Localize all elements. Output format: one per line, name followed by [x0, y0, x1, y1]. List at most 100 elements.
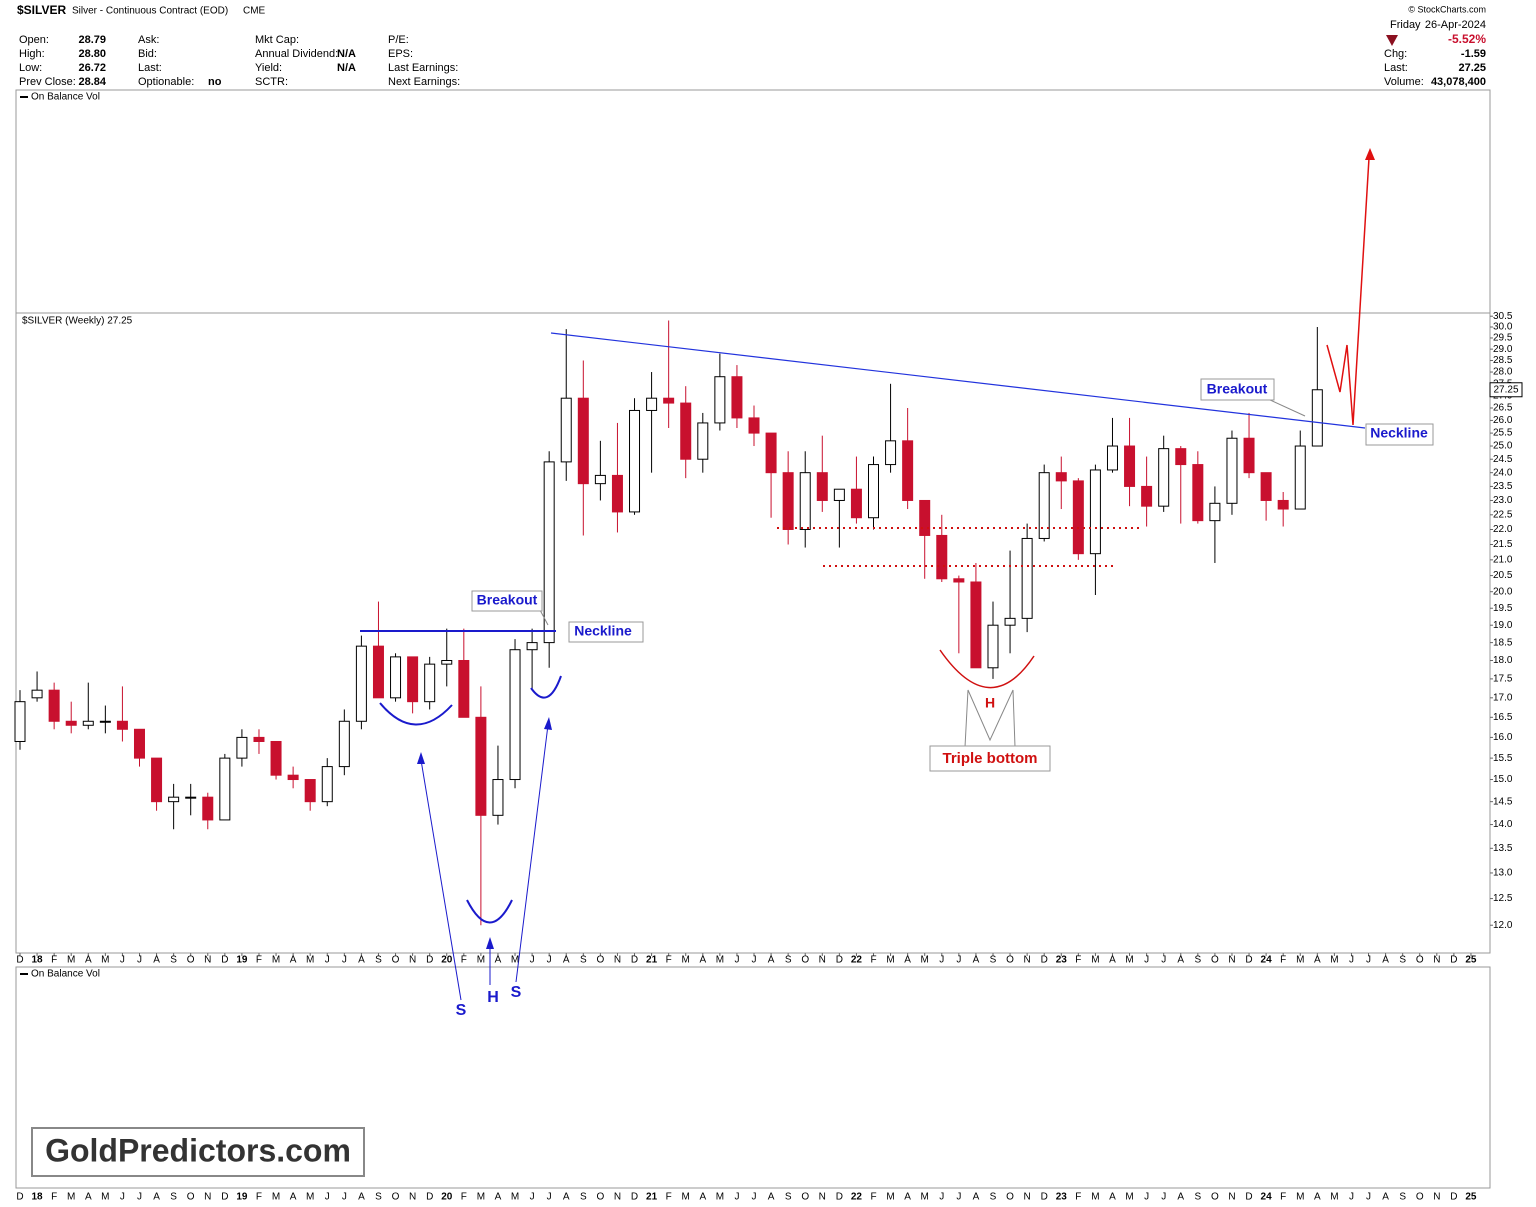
x-tick-label: A — [1382, 1192, 1389, 1203]
x-tick-label: A — [290, 955, 297, 966]
indicator-label: On Balance Vol — [31, 92, 100, 103]
arrow — [420, 759, 462, 1001]
x-tick-label: J — [734, 955, 739, 966]
x-tick-label: F — [666, 1192, 672, 1203]
x-tick-label: N — [1433, 1192, 1440, 1203]
arrow — [515, 724, 549, 983]
bottom-arc — [939, 649, 1035, 689]
neckline-label: Neckline — [1370, 425, 1428, 441]
down-triangle — [1386, 35, 1398, 46]
y-tick-label: 15.5 — [1493, 753, 1513, 764]
candle-body — [1226, 437, 1238, 504]
y-tick-label: 12.0 — [1493, 920, 1513, 931]
y-tick-label: 17.5 — [1493, 674, 1513, 685]
candle-body — [31, 689, 43, 699]
candles — [14, 320, 1323, 926]
y-tick-label: 15.0 — [1493, 774, 1513, 785]
x-tick-label: O — [801, 1192, 809, 1203]
x-tick-label: S — [580, 955, 587, 966]
shoulder-label: S — [456, 1002, 467, 1019]
candle-body — [714, 376, 726, 424]
x-tick-label: O — [392, 1192, 400, 1203]
x-tick-label: 20 — [441, 1192, 453, 1203]
arrow-head — [417, 752, 425, 764]
candle-body — [236, 736, 248, 759]
x-tick-label: A — [1177, 1192, 1184, 1203]
candle-body — [1021, 537, 1033, 619]
x-tick-label: M — [921, 955, 929, 966]
x-tick-label: S — [1194, 1192, 1201, 1203]
candle-body — [492, 779, 504, 816]
info-value: no — [208, 76, 222, 88]
x-tick-label: O — [1211, 1192, 1219, 1203]
x-tick-label: F — [51, 1192, 57, 1203]
x-tick-label: A — [153, 1192, 160, 1203]
quote-value: 28.80 — [78, 48, 106, 60]
y-tick-label: 13.0 — [1493, 868, 1513, 879]
x-tick-label: A — [768, 1192, 775, 1203]
x-tick-label: D — [1450, 1192, 1457, 1203]
y-tick-label: 26.5 — [1493, 403, 1513, 414]
x-tick-label: J — [547, 1192, 552, 1203]
x-tick-label: M — [477, 1192, 485, 1203]
y-tick-label: 30.5 — [1493, 311, 1513, 322]
info-label: Last Earnings: — [388, 62, 458, 74]
x-tick-label: J — [530, 1192, 535, 1203]
y-tick-label: 19.5 — [1493, 603, 1513, 614]
candle-body — [185, 796, 197, 799]
x-tick-label: J — [137, 955, 142, 966]
x-tick-label: J — [1349, 955, 1354, 966]
x-tick-label: J — [1144, 1192, 1149, 1203]
quote-label: Low: — [19, 62, 42, 74]
candle-body — [970, 581, 982, 669]
y-tick-label: 14.5 — [1493, 796, 1513, 807]
candle-body — [133, 728, 145, 759]
label-box — [929, 745, 1051, 772]
info-label: EPS: — [388, 48, 413, 60]
candle-body — [219, 757, 231, 821]
info-label: Chg: — [1384, 48, 1407, 60]
candle-body — [1192, 464, 1204, 522]
candle-body — [919, 499, 931, 536]
candle-body — [748, 417, 760, 434]
x-tick-label: A — [1314, 955, 1321, 966]
breakout-label: Breakout — [477, 592, 538, 608]
candle-body — [475, 716, 487, 816]
x-tick-label: J — [752, 955, 757, 966]
label-box — [471, 590, 543, 612]
info-label: Mkt Cap: — [255, 34, 299, 46]
x-tick-label: M — [682, 1192, 690, 1203]
candle-body — [287, 774, 299, 781]
candle-body — [151, 757, 163, 803]
x-tick-label: D — [1245, 1192, 1252, 1203]
candle-body — [1141, 485, 1153, 507]
x-tick-label: N — [614, 1192, 621, 1203]
candle-body — [321, 766, 333, 803]
shoulder-label: S — [511, 984, 522, 1001]
candle-body — [577, 397, 589, 485]
x-tick-label: J — [1366, 1192, 1371, 1203]
x-tick-label: M — [1125, 955, 1133, 966]
info-label: Ask: — [138, 34, 159, 46]
y-tick-label: 18.5 — [1493, 637, 1513, 648]
x-tick-label: N — [409, 955, 416, 966]
x-tick-label: 24 — [1261, 955, 1273, 966]
x-tick-label: 24 — [1261, 1192, 1273, 1203]
x-tick-label: M — [716, 955, 724, 966]
candle-body — [1260, 472, 1272, 501]
x-tick-label: 19 — [236, 955, 248, 966]
x-tick-label: 25 — [1465, 955, 1477, 966]
candle-body — [1311, 389, 1323, 447]
x-tick-label: M — [511, 1192, 519, 1203]
x-tick-label: F — [666, 955, 672, 966]
x-tick-label: F — [870, 955, 876, 966]
x-tick-label: F — [1280, 955, 1286, 966]
info-label: Volume: — [1384, 76, 1424, 88]
x-tick-label: O — [801, 955, 809, 966]
x-tick-label: D — [1041, 1192, 1048, 1203]
candle-body — [611, 474, 623, 513]
x-tick-label: S — [580, 1192, 587, 1203]
x-tick-label: D — [221, 1192, 228, 1203]
x-tick-label: D — [426, 955, 433, 966]
candle-body — [1209, 502, 1221, 522]
